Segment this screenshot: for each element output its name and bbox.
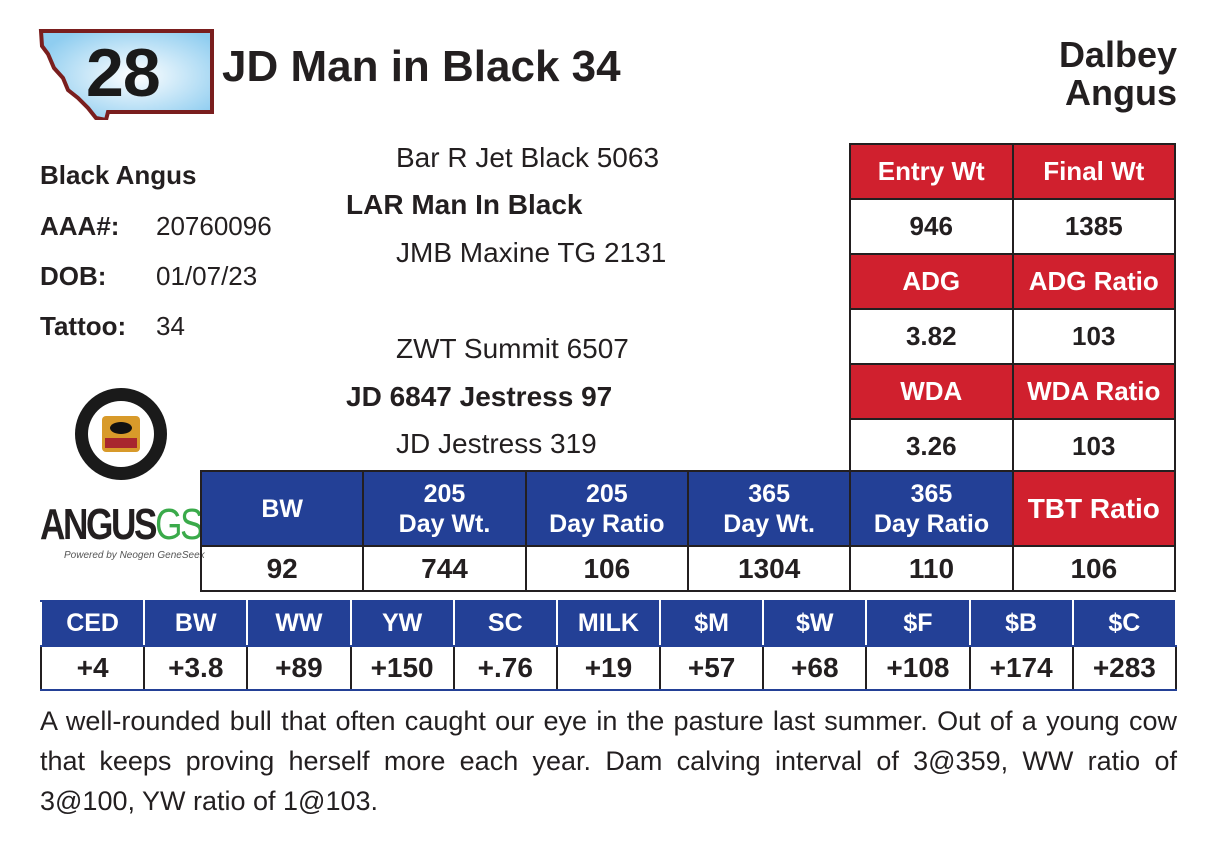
lot-number: 28 (86, 35, 161, 111)
epd-value: +3.8 (143, 645, 249, 691)
breeder-name: Dalbey Angus (1058, 34, 1177, 113)
epd-value: +57 (659, 645, 765, 691)
epd-header: WW (246, 600, 352, 647)
description: A well-rounded bull that often caught ou… (40, 706, 1177, 816)
epd-header: SC (452, 600, 558, 647)
epd-value: +174 (968, 645, 1074, 691)
epd-value: +19 (555, 645, 662, 691)
epd-table: CED BW WW YW SC MILK $M $W $F $B $C +4 +3.8 +89 +150 +… (39, 600, 1178, 691)
epd-header: $B (968, 600, 1074, 647)
epd-header: $C (1071, 600, 1178, 647)
epd-header: $M (659, 600, 765, 647)
epd-value: +.76 (452, 645, 558, 691)
epd-value: +283 (1071, 645, 1178, 691)
animal-name: JD Man in Black 34 (222, 42, 621, 91)
sire: LAR Man In Black (346, 189, 583, 220)
dam: JD 6847 Jestress 97 (346, 381, 613, 412)
epd-header: $F (865, 600, 971, 647)
dam-sire: ZWT Summit 6507 (396, 333, 629, 364)
epd-header: YW (349, 600, 455, 647)
epd-header: BW (143, 600, 249, 647)
dob: DOB: 01/07/23 (40, 261, 258, 291)
breed: Black Angus (40, 160, 197, 190)
epd-header: CED (39, 600, 146, 647)
performance-table: Entry Wt Final Wt 946 1385 ADG ADG Ratio 3.… (849, 143, 1176, 475)
sire-dam: JMB Maxine TG 2131 (396, 237, 667, 268)
epd-header: $W (762, 600, 868, 647)
epd-value: +89 (246, 645, 352, 691)
epd-value: +68 (762, 645, 868, 691)
epd-header: MILK (555, 600, 662, 647)
tattoo: Tattoo: 34 (40, 311, 185, 341)
aaa-number: AAA#: 20760096 (40, 211, 272, 241)
montana-state-icon (38, 29, 214, 120)
sire-sire: Bar R Jet Black 5063 (396, 142, 660, 173)
angus-gs-tagline: Powered by Neogen GeneSeek (64, 550, 205, 561)
certified-angus-beef-logo (75, 388, 167, 480)
dam-dam: JD Jestress 319 (396, 428, 597, 459)
angus-gs-logo: ANGUSGS (40, 500, 204, 549)
epd-value: +108 (865, 645, 971, 691)
weights-table: BW 205 Day Wt. 205 Day Ratio 365 Day Wt. 36… (199, 470, 1177, 592)
epd-value: +150 (349, 645, 455, 691)
epd-value: +4 (39, 645, 146, 691)
